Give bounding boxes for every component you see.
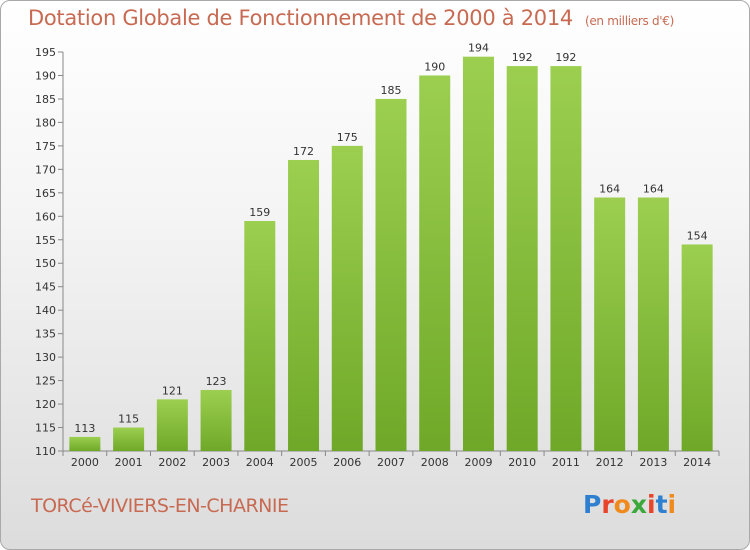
y-tick-label: 190 (35, 69, 56, 82)
bar-2012 (594, 197, 626, 451)
bar-2014 (681, 244, 713, 451)
y-tick-label: 120 (35, 398, 56, 411)
y-tick-label: 195 (35, 46, 56, 59)
x-tick-label-2006: 2006 (333, 456, 361, 469)
x-tick-label-2004: 2004 (246, 456, 274, 469)
bar-2010 (506, 66, 538, 452)
logo-letter: i (667, 490, 677, 519)
bar-2009 (462, 56, 494, 451)
bar-2001 (113, 427, 145, 451)
y-tick-label: 130 (35, 351, 56, 364)
logo-letter: r (601, 490, 614, 519)
x-tick-label-2007: 2007 (377, 456, 405, 469)
y-tick-label: 180 (35, 116, 56, 129)
bar-2007 (375, 98, 407, 452)
logo-letter: o (613, 490, 631, 519)
data-label-2006: 175 (337, 131, 358, 144)
y-tick-label: 185 (35, 93, 56, 106)
proxiti-logo: Proxiti (583, 490, 676, 519)
y-tick-label: 125 (35, 375, 56, 388)
data-label-2001: 115 (118, 413, 139, 426)
y-tick-label: 140 (35, 304, 56, 317)
x-tick-label-2003: 2003 (202, 456, 230, 469)
x-tick-label-2014: 2014 (683, 456, 711, 469)
x-tick-label-2013: 2013 (639, 456, 667, 469)
x-tick-label-2000: 2000 (71, 456, 99, 469)
y-tick-label: 115 (35, 422, 56, 435)
x-tick-label-2005: 2005 (290, 456, 318, 469)
x-tick-label-2011: 2011 (552, 456, 580, 469)
y-tick-label: 155 (35, 234, 56, 247)
bar-2002 (156, 399, 188, 451)
chart-unit-note: (en milliers d'€) (584, 14, 674, 28)
bar-2006 (331, 145, 363, 451)
bar-2003 (200, 389, 232, 451)
x-tick-label-2008: 2008 (421, 456, 449, 469)
y-tick-label: 150 (35, 257, 56, 270)
y-tick-label: 145 (35, 281, 56, 294)
logo-letter: x (630, 490, 647, 519)
data-label-2004: 159 (249, 206, 270, 219)
data-label-2013: 164 (643, 183, 664, 196)
y-tick-label: 165 (35, 187, 56, 200)
y-tick-label: 160 (35, 210, 56, 223)
axes: 110 115 120 125 130 135 140 145 150 155 160 165 170 1… (35, 46, 720, 469)
x-tick-label-2001: 2001 (115, 456, 143, 469)
y-tick-label: 110 (35, 445, 56, 458)
x-tick-label-2009: 2009 (464, 456, 492, 469)
data-label-2007: 185 (381, 84, 402, 97)
x-tick-label-2010: 2010 (508, 456, 536, 469)
data-label-2002: 121 (162, 384, 183, 397)
data-label-2014: 154 (687, 229, 708, 242)
data-label-2005: 172 (293, 145, 314, 158)
bar-2011 (550, 66, 582, 452)
bars: 113 115 121 123 159 172 175 185 190 194 192 192 164 1… (69, 42, 713, 452)
bar-2000 (69, 436, 101, 451)
logo-letter: i (647, 490, 656, 519)
data-label-2003: 123 (206, 375, 227, 388)
bar-2004 (244, 220, 276, 451)
bar-2005 (288, 159, 320, 451)
logo-letter: t (655, 490, 668, 519)
bar-2008 (419, 75, 451, 452)
y-tick-label: 175 (35, 140, 56, 153)
data-label-2000: 113 (74, 422, 95, 435)
y-tick-label: 135 (35, 328, 56, 341)
data-label-2009: 194 (468, 42, 489, 55)
chart-title-text: Dotation Globale de Fonctionnement de 20… (28, 6, 573, 30)
bar-2013 (637, 197, 669, 451)
y-tick-label: 170 (35, 163, 56, 176)
data-label-2012: 164 (599, 183, 620, 196)
data-label-2011: 192 (555, 51, 576, 64)
data-label-2010: 192 (512, 51, 533, 64)
x-tick-label-2012: 2012 (596, 456, 624, 469)
x-tick-label-2002: 2002 (158, 456, 186, 469)
commune-name: TORCé-VIVIERS-EN-CHARNIE (31, 495, 289, 517)
data-label-2008: 190 (424, 60, 445, 73)
chart-title: Dotation Globale de Fonctionnement de 20… (28, 6, 674, 30)
logo-letter: P (583, 490, 602, 519)
